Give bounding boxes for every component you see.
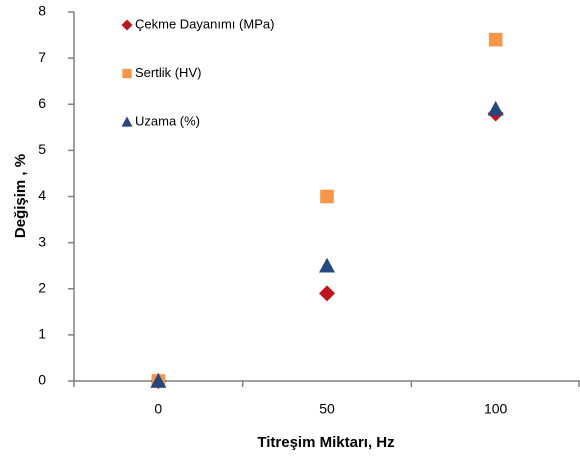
y-tick-label: 3 — [38, 233, 46, 249]
data-point — [319, 285, 335, 302]
data-point — [488, 32, 503, 47]
y-axis-title: Değişim , % — [12, 154, 29, 238]
legend-label: Çekme Dayanımı (MPa) — [135, 16, 274, 31]
legend-label: Sertlik (HV) — [135, 65, 201, 80]
y-tick-label: 6 — [38, 95, 46, 111]
y-tick-label: 0 — [38, 372, 46, 388]
data-point — [150, 373, 167, 388]
y-tick-label: 8 — [38, 3, 46, 19]
data-point — [487, 100, 504, 116]
x-tick-label: 0 — [154, 401, 162, 417]
legend-label: Uzama (%) — [135, 113, 200, 128]
legend-marker — [121, 116, 133, 127]
y-tick-label: 7 — [38, 49, 46, 65]
y-tick-label: 4 — [38, 187, 46, 203]
legend-marker — [122, 68, 132, 79]
y-tick-label: 2 — [38, 279, 46, 295]
y-tick-label: 1 — [38, 326, 46, 342]
legend-marker — [121, 19, 133, 31]
data-point — [319, 257, 335, 273]
y-tick-label: 5 — [38, 141, 46, 157]
x-tick-label: 50 — [319, 401, 335, 417]
data-point — [320, 189, 334, 204]
x-axis-title: Titreşim Miktarı, Hz — [257, 434, 394, 451]
x-tick-label: 100 — [484, 401, 508, 417]
